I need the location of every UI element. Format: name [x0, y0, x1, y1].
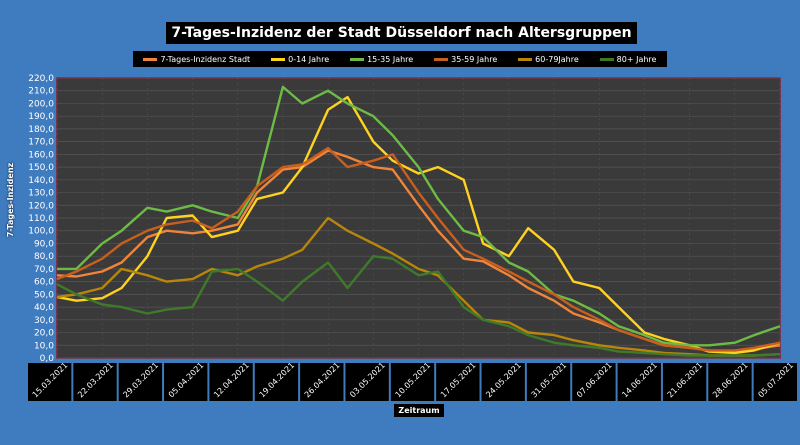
x-tick-box	[708, 363, 752, 401]
chart-legend: 7-Tages-Inzidenz Stadt 0-14 Jahre 15-35 Ja…	[133, 51, 667, 67]
x-tick: 19.04.2021	[254, 361, 299, 401]
x-tick-box	[617, 363, 661, 401]
series-line-3	[57, 85, 781, 347]
y-tick-label: 200,0	[28, 99, 54, 109]
x-axis-ticks: 15.03.2021 22.03.2021 29.03.2021 05.04.2021…	[28, 361, 797, 401]
legend-item: 35-59 Jahre	[434, 55, 497, 64]
y-axis-label: 7-Tages-Inzidenz	[6, 162, 15, 238]
y-tick-label: 60,0	[34, 278, 54, 288]
x-tick-box	[300, 363, 344, 401]
x-tick: 15.03.2021	[28, 361, 72, 401]
x-tick: 07.06.2021	[572, 361, 616, 401]
series-line-6	[56, 255, 781, 357]
x-tick: 05.07.2021	[753, 361, 797, 401]
y-tick-label: 210,0	[28, 87, 54, 97]
y-tick-label: 50,0	[34, 290, 54, 300]
legend-swatch	[434, 57, 449, 61]
x-tick-box	[481, 363, 525, 401]
x-tick: 17.05.2021	[436, 361, 480, 401]
x-tick: 21.06.2021	[662, 361, 707, 401]
x-tick: 28.06.2021	[708, 361, 752, 401]
y-tick-label: 220,0	[28, 74, 54, 84]
y-tick-label: 20,0	[34, 329, 54, 339]
y-tick-label: 160,0	[28, 150, 54, 160]
legend-item: 15-35 Jahre	[350, 55, 413, 64]
x-tick-box	[345, 363, 389, 401]
x-tick: 10.05.2021	[390, 361, 435, 401]
legend-swatch	[143, 57, 158, 61]
x-tick: 03.05.2021	[345, 361, 389, 401]
legend-swatch	[271, 57, 286, 61]
x-tick: 29.03.2021	[118, 361, 163, 401]
y-tick-label: 150,0	[28, 163, 54, 173]
x-tick-box	[572, 363, 616, 401]
x-tick: 05.04.2021	[164, 361, 208, 401]
x-tick-box	[28, 363, 72, 401]
legend-label: 35-59 Jahre	[451, 54, 498, 64]
y-tick-label: 90,0	[34, 239, 54, 249]
legend-swatch	[518, 57, 533, 61]
legend-label: 7-Tages-Inzidenz Stadt	[160, 54, 251, 64]
legend-label: 60-79Jahre	[535, 54, 579, 64]
x-tick: 31.05.2021	[526, 361, 571, 401]
legend-item: 60-79Jahre	[518, 55, 579, 64]
y-tick-label: 30,0	[34, 316, 54, 326]
y-tick-label: 40,0	[34, 303, 54, 313]
legend-swatch	[599, 57, 614, 61]
y-tick-label: 100,0	[28, 227, 54, 237]
x-tick-box	[436, 363, 480, 401]
y-tick-label: 70,0	[34, 265, 54, 275]
x-tick-box	[118, 363, 163, 401]
chart-title: 7-Tages-Inzidenz der Stadt Düsseldorf na…	[166, 22, 637, 44]
x-tick-box	[526, 363, 571, 401]
x-tick-box	[254, 363, 299, 401]
y-tick-label: 170,0	[28, 138, 54, 148]
legend-swatch	[350, 57, 365, 61]
x-tick-box	[164, 363, 208, 401]
y-tick-label: 120,0	[28, 201, 54, 211]
x-tick-box	[390, 363, 435, 401]
series-line-5	[56, 216, 781, 357]
series-line-4	[56, 146, 781, 352]
y-tick-label: 180,0	[28, 125, 54, 135]
y-tick-label: 140,0	[28, 176, 54, 186]
x-tick: 14.06.2021	[617, 361, 661, 401]
x-axis-label: Zeitraum	[394, 404, 444, 417]
legend-item: 80+ Jahre	[599, 54, 657, 64]
x-tick: 22.03.2021	[73, 361, 117, 401]
series-line-2	[56, 95, 781, 355]
legend-label: 80+ Jahre	[616, 54, 657, 64]
y-tick-label: 10,0	[34, 341, 54, 351]
x-tick: 26.04.2021	[300, 361, 344, 401]
legend-item: 0-14 Jahre	[271, 55, 329, 64]
x-tick-box	[662, 363, 707, 401]
x-tick-box	[73, 363, 117, 401]
y-tick-label: 110,0	[28, 214, 54, 224]
x-tick: 24.05.2021	[481, 361, 525, 401]
y-tick-label: 130,0	[28, 189, 54, 199]
x-tick-box	[753, 363, 797, 401]
y-tick-label: 190,0	[28, 112, 54, 122]
x-tick-box	[209, 363, 253, 401]
legend-label: 15-35 Jahre	[367, 54, 414, 64]
y-tick-label: 80,0	[34, 252, 54, 262]
series-lines	[56, 85, 781, 357]
grid-lines	[56, 77, 781, 359]
legend-label: 0-14 Jahre	[288, 54, 330, 64]
x-tick: 12.04.2021	[209, 361, 253, 401]
y-tick-label: 0,0	[40, 354, 55, 364]
legend-item: 7-Tages-Inzidenz Stadt	[143, 55, 250, 64]
y-axis-ticks: 0,0 10,0 20,0 30,0 40,0 50,0 60,0 70,0 80,0 90,0 1…	[28, 74, 54, 364]
